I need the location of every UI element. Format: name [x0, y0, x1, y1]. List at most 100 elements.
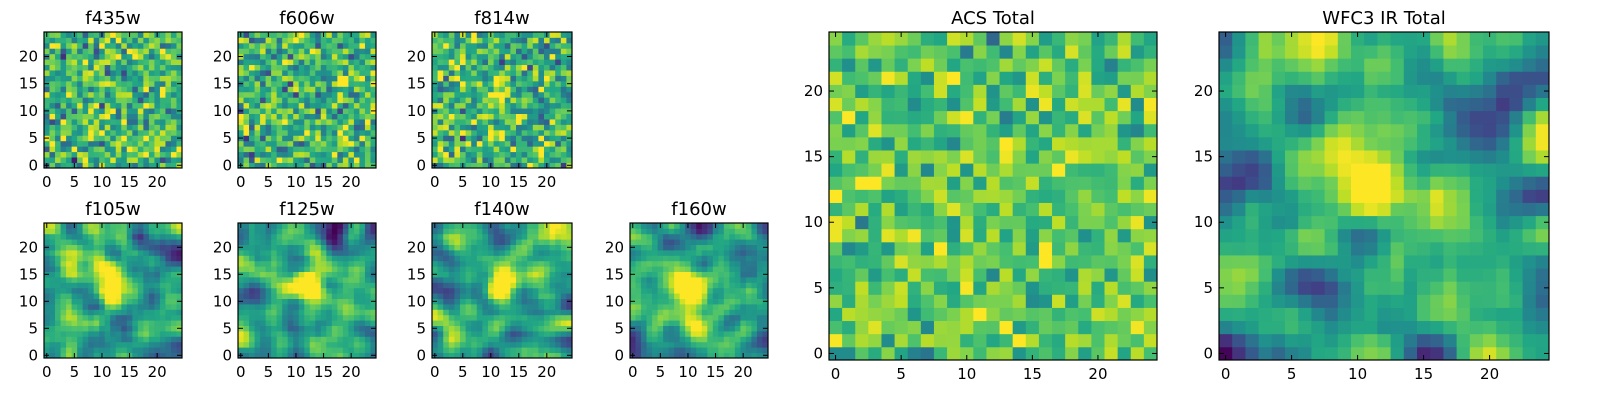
pixel-cell	[265, 255, 272, 262]
pixel-cell	[544, 80, 550, 87]
pixel-cell	[1104, 255, 1119, 269]
pixel-cell	[641, 309, 647, 316]
pixel-cell	[293, 228, 300, 235]
pixel-cell	[652, 341, 658, 348]
pixel-cell	[60, 266, 67, 272]
pixel-cell	[66, 70, 72, 76]
pixel-cell	[66, 304, 72, 310]
pixel-cell	[165, 266, 172, 272]
pixel-cell	[249, 233, 255, 240]
pixel-cell	[159, 157, 166, 163]
pixel-cell	[1025, 215, 1040, 230]
pixel-cell	[170, 80, 177, 87]
pixel-cell	[353, 108, 360, 114]
pixel-cell	[77, 53, 84, 60]
pixel-cell	[437, 266, 444, 272]
pixel-cell	[44, 309, 50, 316]
pixel-cell	[77, 80, 84, 87]
pixel-cell	[641, 325, 647, 332]
pixel-cell	[137, 271, 144, 278]
pixel-cell	[1130, 333, 1145, 348]
pixel-cell	[265, 48, 272, 55]
pixel-cell	[538, 336, 545, 343]
pixel-cell	[532, 32, 539, 38]
pixel-cell	[482, 336, 489, 343]
pixel-cell	[538, 42, 545, 49]
pixel-cell	[476, 352, 483, 359]
pixel-cell	[370, 347, 377, 353]
pixel-cell	[132, 119, 139, 125]
pixel-cell	[499, 314, 506, 321]
pixel-cell	[476, 244, 483, 251]
pixel-cell	[249, 239, 255, 245]
pixel-cell	[646, 260, 653, 267]
pixel-cell	[249, 80, 255, 87]
pixel-cell	[685, 277, 692, 283]
pixel-cell	[82, 255, 89, 262]
pixel-cell	[77, 244, 84, 251]
pixel-cell	[320, 304, 327, 310]
pixel-cell	[510, 157, 517, 163]
pixel-cell	[121, 314, 128, 321]
pixel-cell	[364, 233, 371, 240]
pixel-cell	[137, 140, 144, 147]
pixel-cell	[55, 102, 61, 109]
pixel-cell	[331, 277, 338, 283]
pixel-cell	[566, 239, 573, 245]
pixel-cell	[243, 228, 250, 235]
pixel-cell	[668, 250, 675, 256]
pixel-cell	[448, 347, 455, 353]
pixel-cell	[499, 266, 506, 272]
pixel-cell	[499, 271, 506, 278]
pixel-cell	[499, 59, 506, 66]
pixel-cell	[331, 124, 338, 131]
pixel-cell	[499, 124, 506, 131]
pixel-cell	[176, 140, 183, 147]
pixel-cell	[657, 271, 664, 278]
pixel-cell	[920, 281, 935, 295]
pixel-cell	[309, 42, 316, 49]
pixel-cell	[165, 250, 172, 256]
pixel-cell	[1091, 189, 1105, 203]
pixel-cell	[521, 140, 528, 147]
y-tick-label: 10	[19, 292, 38, 310]
pixel-cell	[71, 293, 78, 299]
pixel-cell	[646, 233, 653, 240]
pixel-cell	[1025, 346, 1040, 361]
pixel-cell	[49, 42, 56, 49]
pixel-cell	[55, 32, 61, 38]
x-tick-label: 10	[481, 363, 500, 381]
pixel-cell	[448, 287, 455, 294]
pixel-cell	[110, 266, 117, 272]
pixel-cell	[504, 347, 511, 353]
pixel-cell	[437, 91, 444, 98]
pixel-cell	[657, 282, 664, 289]
pixel-cell	[493, 260, 500, 267]
pixel-cell	[271, 53, 278, 60]
pixel-cell	[1078, 294, 1092, 308]
pixel-cell	[271, 320, 278, 326]
pixel-cell	[641, 331, 647, 337]
pixel-cell	[549, 108, 556, 114]
pixel-cell	[549, 352, 556, 359]
pixel-cell	[674, 325, 681, 332]
pixel-cell	[49, 162, 56, 169]
pixel-cell	[132, 271, 139, 278]
pixel-cell	[370, 233, 377, 240]
pixel-cell	[159, 102, 166, 109]
pixel-cell	[49, 37, 56, 44]
pixel-cell	[701, 341, 708, 348]
pixel-cell	[712, 293, 719, 299]
pixel-cell	[276, 271, 283, 278]
pixel-cell	[309, 135, 316, 142]
pixel-cell	[1078, 346, 1092, 361]
pixel-cell	[549, 304, 556, 310]
pixel-cell	[104, 260, 111, 267]
pixel-cell	[287, 124, 294, 131]
pixel-cell	[756, 320, 763, 326]
pixel-cell	[304, 298, 311, 305]
pixel-cell	[448, 352, 455, 359]
pixel-cell	[276, 75, 283, 82]
pixel-cell	[176, 347, 183, 353]
pixel-cell	[504, 64, 511, 71]
